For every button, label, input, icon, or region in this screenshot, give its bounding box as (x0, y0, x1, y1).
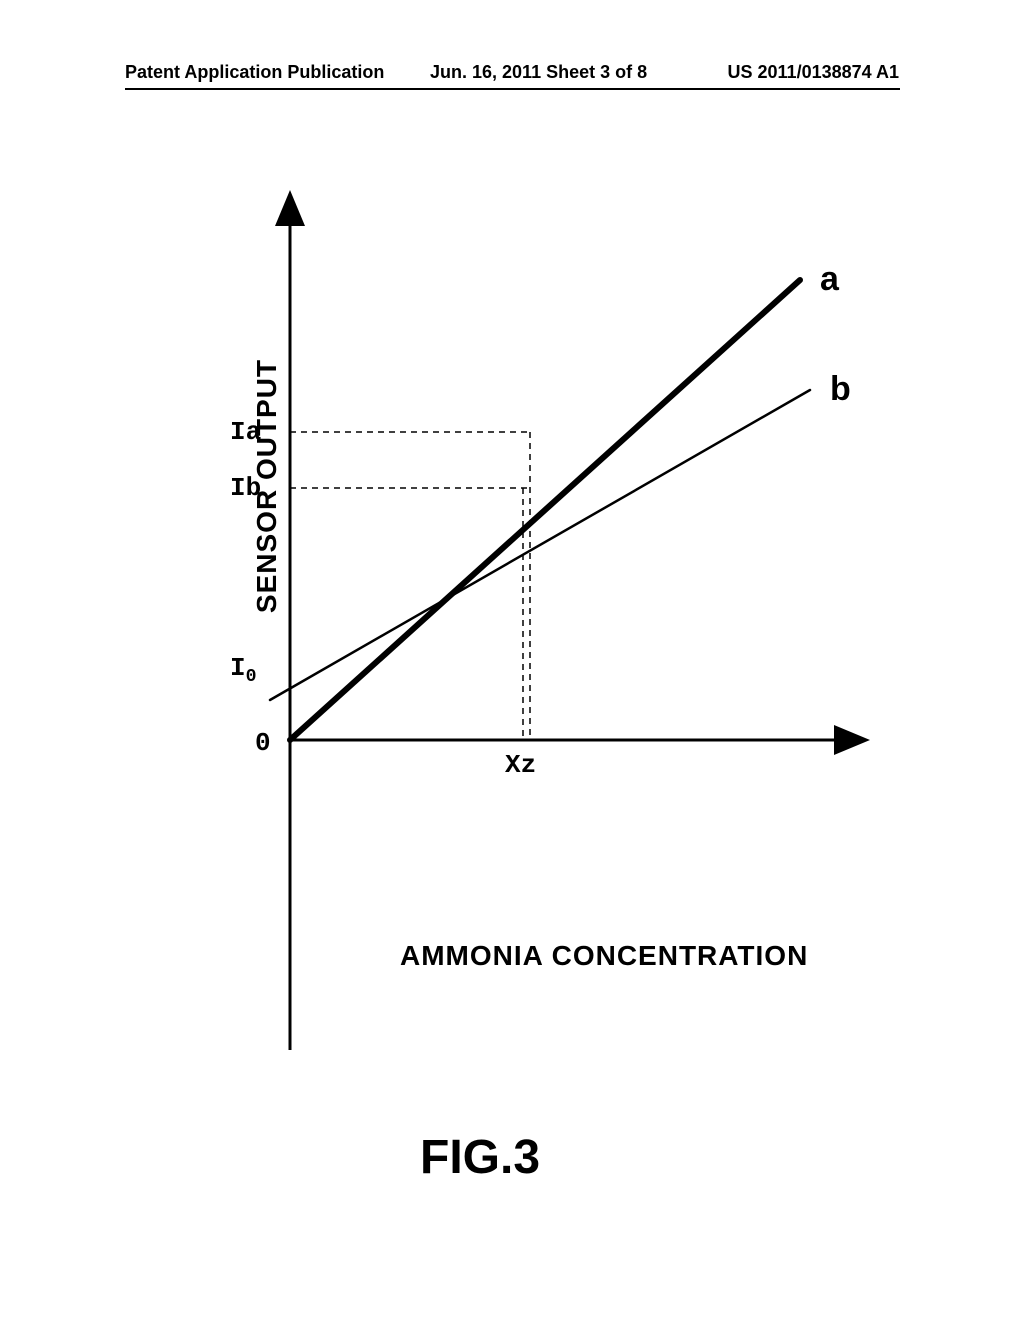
x-axis-label: AMMONIA CONCENTRATION (400, 940, 808, 972)
x-tick-xz: Xz (505, 750, 536, 780)
figure-caption: FIG.3 (420, 1130, 540, 1185)
y-tick-i0: I0 (230, 653, 257, 687)
y-tick-ib: Ib (230, 473, 261, 503)
y-tick-ia: Ia (230, 417, 261, 447)
line-b-label: b (830, 370, 851, 409)
origin-label: 0 (255, 728, 271, 758)
line-chart (0, 0, 1024, 1320)
line-a-label: a (820, 260, 839, 299)
